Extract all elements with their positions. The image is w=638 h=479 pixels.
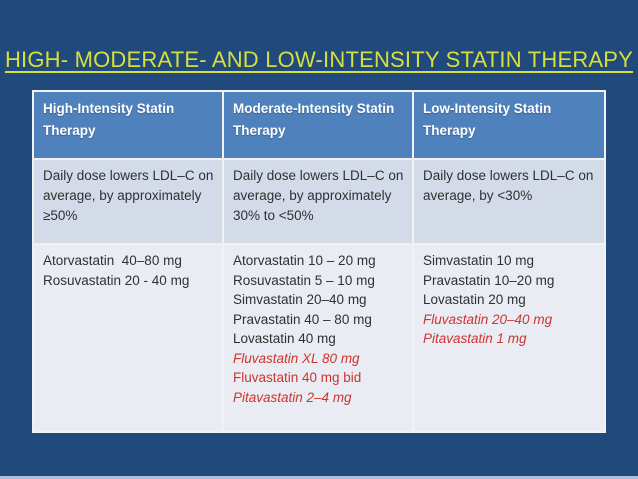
drug-line: Atorvastatin 40–80 mg — [43, 253, 182, 268]
drug-line: Pravastatin 40 – 80 mg — [233, 311, 372, 327]
statin-therapy-table: High-Intensity Statin Therapy Moderate-I… — [32, 90, 606, 433]
ldl-reduction-cell-moderate: Daily dose lowers LDL–C on average, by a… — [224, 160, 412, 243]
drug-line: Fluvastatin 20–40 mg — [423, 311, 553, 327]
drug-list-moderate: Atorvastatin 10 – 20 mg Rosuvastatin 5 –… — [224, 245, 412, 431]
ldl-reduction-cell-low: Daily dose lowers LDL–C on average, by <… — [414, 160, 604, 243]
drug-line: Simvastatin 20–40 mg — [233, 292, 367, 307]
header-cell-moderate-intensity: Moderate-Intensity Statin Therapy — [224, 92, 412, 158]
bottom-edge-strip — [0, 476, 638, 479]
drug-list-low: Simvastatin 10 mg Pravastatin 10–20 mg L… — [414, 245, 604, 431]
drug-list-high: Atorvastatin 40–80 mg Rosuvastatin 20 - … — [34, 245, 222, 431]
drug-line: Pravastatin 10–20 mg — [423, 272, 555, 288]
drug-line: Rosuvastatin 5 – 10 mg — [233, 272, 375, 288]
slide-title: HIGH- MODERATE- AND LOW-INTENSITY STATIN… — [4, 47, 634, 72]
drug-line: Pitavastatin 2–4 mg — [233, 389, 352, 405]
drug-line: Rosuvastatin 20 - 40 mg — [43, 272, 190, 288]
drug-line: Fluvastatin XL 80 mg — [233, 350, 360, 366]
header-cell-high-intensity: High-Intensity Statin Therapy — [34, 92, 222, 158]
drug-line: Lovastatin 20 mg — [423, 292, 526, 307]
header-cell-low-intensity: Low-Intensity Statin Therapy — [414, 92, 604, 158]
drug-line: Simvastatin 10 mg — [423, 253, 535, 268]
drug-line: Atorvastatin 10 – 20 mg — [233, 253, 376, 268]
ldl-reduction-cell-high: Daily dose lowers LDL–C on average, by a… — [34, 160, 222, 243]
drug-line: Fluvastatin 40 mg bid — [233, 370, 362, 385]
drug-line: Lovastatin 40 mg — [233, 331, 336, 346]
drug-line: Pitavastatin 1 mg — [423, 331, 527, 346]
